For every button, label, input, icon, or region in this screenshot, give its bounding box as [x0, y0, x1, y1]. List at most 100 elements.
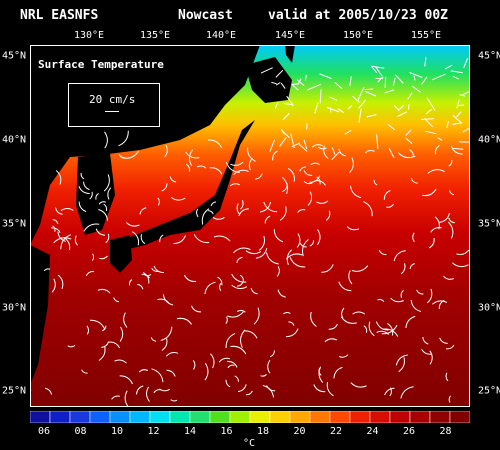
current-streak [230, 345, 247, 355]
current-streak [95, 192, 99, 200]
current-streak [317, 146, 327, 150]
current-streak [191, 305, 202, 313]
current-streak [146, 386, 150, 402]
current-streak [446, 344, 455, 350]
current-streak [255, 173, 263, 180]
current-streak [207, 139, 223, 149]
current-streak [291, 142, 301, 148]
current-streak [432, 300, 448, 305]
current-streak [210, 201, 217, 207]
current-streak [350, 185, 362, 199]
colorbar-swatch [129, 411, 151, 423]
current-streak [138, 369, 149, 373]
lat-label-25-right: 25°N [478, 385, 500, 397]
current-streak [188, 149, 194, 167]
current-streak [319, 73, 332, 79]
current-streak [381, 324, 398, 335]
current-streak [89, 319, 106, 330]
current-streak [351, 265, 369, 272]
current-streak [245, 250, 262, 255]
current-streak [227, 360, 238, 368]
current-streak [439, 337, 448, 344]
current-streak [282, 112, 290, 121]
current-streak [299, 166, 306, 172]
current-streak [412, 85, 421, 93]
current-streak [463, 57, 469, 68]
current-streak [407, 92, 413, 100]
current-streak [429, 350, 433, 365]
current-streak [151, 267, 159, 272]
current-streak [233, 169, 249, 176]
current-streak [352, 95, 360, 103]
current-streak [304, 74, 307, 81]
current-streak [448, 395, 451, 403]
current-streak [450, 70, 463, 74]
current-streak [326, 381, 334, 397]
current-streak [400, 289, 404, 298]
current-streak [387, 124, 396, 131]
current-streak [225, 379, 231, 388]
current-streak [142, 271, 150, 284]
current-streak [255, 248, 268, 259]
current-streak [437, 137, 443, 141]
current-streak [377, 76, 384, 83]
current-streak [421, 76, 428, 85]
current-streak [410, 177, 418, 184]
current-streak [80, 172, 85, 180]
current-streak [210, 353, 215, 369]
current-streak [430, 227, 442, 233]
map-frame [30, 45, 470, 407]
current-streak [303, 139, 308, 150]
current-streak [250, 287, 258, 295]
current-streak [452, 114, 463, 124]
current-streak [290, 133, 295, 149]
current-streak [196, 208, 199, 218]
current-streak [459, 94, 466, 97]
current-streak [78, 201, 87, 212]
current-streak [309, 175, 321, 183]
current-streak [310, 311, 317, 327]
current-streak [159, 234, 164, 243]
current-streak [450, 146, 463, 155]
current-streak [213, 235, 231, 242]
current-streak [259, 201, 272, 213]
current-streak [99, 255, 108, 260]
current-streak [271, 81, 277, 85]
colorbar-tick-label: 28 [439, 426, 452, 437]
current-streak [98, 345, 106, 361]
current-streak [236, 309, 246, 313]
current-streak [236, 203, 241, 215]
colorbar-swatch [229, 411, 251, 423]
current-streak [363, 201, 373, 217]
current-streak [462, 127, 470, 133]
current-streak [118, 154, 125, 159]
current-streak [334, 81, 343, 90]
current-streak [318, 366, 324, 383]
colorbar-swatch [289, 411, 311, 423]
current-streak [264, 215, 271, 224]
current-streak [192, 360, 196, 370]
current-streak [427, 169, 445, 174]
current-streak [375, 321, 389, 331]
current-streak [267, 359, 271, 374]
current-streak [238, 208, 249, 217]
lat-label-25-left: 25°N [2, 385, 27, 397]
current-streak [217, 276, 223, 286]
current-streak [165, 352, 179, 357]
current-streak [324, 338, 338, 343]
current-streak [280, 82, 286, 89]
current-streak [428, 237, 435, 249]
current-streak [283, 103, 293, 106]
current-streak [368, 321, 375, 337]
current-streak [395, 354, 408, 366]
colorbar-tick-label: 20 [293, 426, 306, 437]
current-streak [393, 104, 400, 111]
current-streak [412, 232, 415, 243]
current-streak [386, 203, 394, 208]
current-streak [350, 382, 367, 388]
current-streak [231, 273, 247, 283]
colorbar-tick-label: 10 [110, 426, 124, 437]
colorbar-tick-label: 06 [37, 426, 51, 437]
current-streak [260, 374, 267, 377]
current-streak [44, 387, 52, 395]
